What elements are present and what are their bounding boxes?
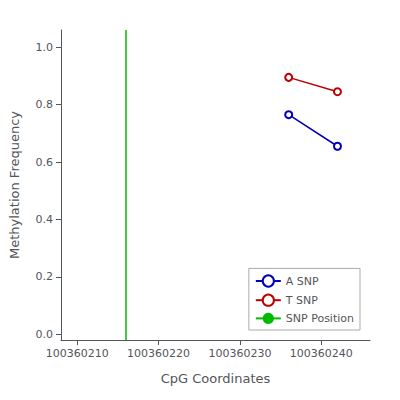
- svg-text:100360230: 100360230: [208, 347, 271, 360]
- svg-text:100360210: 100360210: [46, 347, 109, 360]
- svg-text:CpG Coordinates: CpG Coordinates: [161, 371, 271, 386]
- svg-text:100360220: 100360220: [127, 347, 190, 360]
- svg-text:SNP Position: SNP Position: [286, 312, 354, 325]
- svg-text:1.0: 1.0: [36, 41, 54, 54]
- svg-text:T SNP: T SNP: [285, 294, 318, 307]
- svg-text:0.4: 0.4: [36, 213, 54, 226]
- svg-text:0.8: 0.8: [36, 98, 54, 111]
- svg-text:0.2: 0.2: [36, 270, 54, 283]
- svg-text:0.0: 0.0: [36, 328, 54, 341]
- svg-text:A SNP: A SNP: [286, 275, 319, 288]
- svg-text:0.6: 0.6: [36, 156, 54, 169]
- svg-text:100360240: 100360240: [290, 347, 353, 360]
- svg-text:Methylation Frequency: Methylation Frequency: [7, 111, 22, 259]
